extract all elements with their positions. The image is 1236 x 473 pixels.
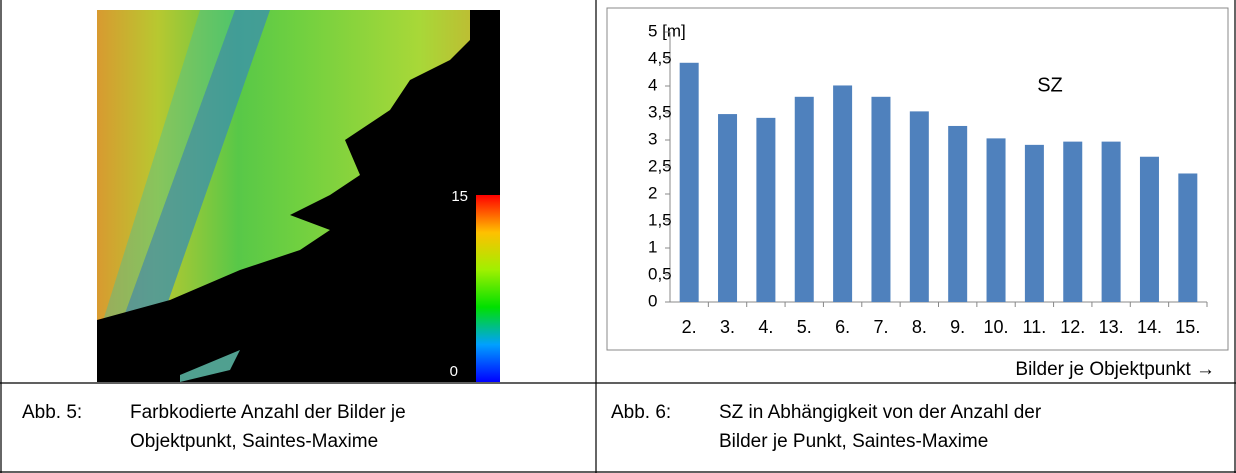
x-tick-label: 5. <box>797 317 812 337</box>
bar <box>986 138 1006 302</box>
y-tick-label: 4 <box>648 75 657 94</box>
map-image: 15 0 <box>97 10 500 382</box>
bar <box>833 85 853 303</box>
bar <box>948 125 968 303</box>
bar <box>1101 141 1121 302</box>
x-tick-label: 10. <box>984 317 1009 337</box>
bar <box>718 114 738 302</box>
colorbar-label: 15 <box>451 188 468 205</box>
x-tick-label: 2. <box>682 317 697 337</box>
x-tick-label: 9. <box>950 317 965 337</box>
bar <box>1139 156 1159 302</box>
y-tick-label: 2,5 <box>648 156 672 175</box>
bar <box>909 111 929 302</box>
bar <box>679 62 699 302</box>
caption-label: Abb. 6: <box>611 402 672 423</box>
y-tick-label: 3 <box>648 129 657 148</box>
y-tick-label: 3,5 <box>648 102 672 121</box>
y-tick-label: 0 <box>648 291 657 310</box>
x-tick-label: 4. <box>758 317 773 337</box>
bar <box>794 96 814 302</box>
x-tick-label: 6. <box>835 317 850 337</box>
x-tick-label: 11. <box>1023 317 1047 337</box>
x-tick-label: 13. <box>1099 317 1124 337</box>
bar <box>756 117 776 302</box>
annotation: SZ <box>1037 74 1063 96</box>
caption-text: SZ in Abhängigkeit von der Anzahl der Bi… <box>719 402 1042 452</box>
caption-text: Farbkodierte Anzahl der Bilder je Objekt… <box>130 402 406 452</box>
x-tick-label: 15. <box>1175 317 1200 337</box>
bar <box>1024 144 1044 302</box>
bar <box>1063 141 1083 302</box>
x-axis-label: Bilder je Objektpunkt → <box>1015 359 1215 380</box>
bar <box>1178 173 1198 302</box>
x-tick-label: 8. <box>912 317 927 337</box>
y-tick-label: 2 <box>648 183 657 202</box>
x-tick-label: 14. <box>1137 317 1162 337</box>
caption-label: Abb. 5: <box>22 402 83 423</box>
bar <box>871 96 891 302</box>
x-tick-label: 12. <box>1060 317 1085 337</box>
y-tick-label: 5 [m] <box>648 21 686 40</box>
x-tick-label: 3. <box>720 317 735 337</box>
bar-chart: SZ Bilder je Objektpunkt → 0 0,5 1 1,5 2 2,5 3… <box>648 21 1215 380</box>
y-tick-label: 1 <box>648 237 657 256</box>
y-tick-label: 0,5 <box>648 264 672 283</box>
y-tick-label: 4,5 <box>648 48 672 67</box>
y-tick-label: 1,5 <box>648 210 672 229</box>
x-tick-label: 7. <box>873 317 888 337</box>
colorbar-label: 0 <box>450 363 458 380</box>
